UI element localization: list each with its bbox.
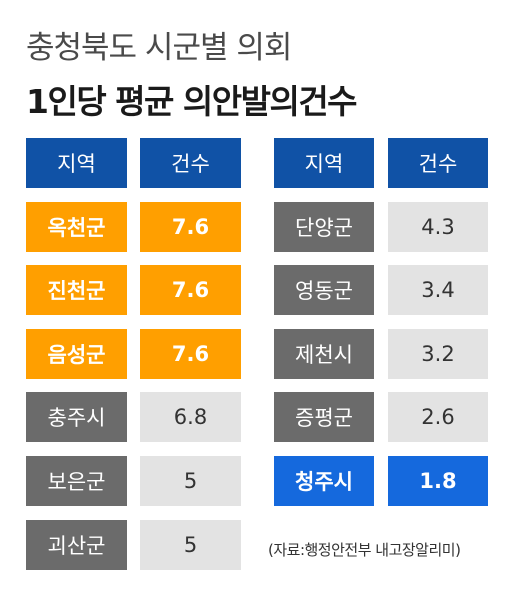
count-cell: 7.6 — [140, 328, 241, 379]
left-table-body: 옥천군 7.6 진천군 7.6 음성군 7.6 충주시 6.8 보은군 5 괴산군 5 — [26, 201, 241, 570]
left-table-row: 진천군 7.6 — [26, 265, 241, 316]
count-cell: 7.6 — [140, 265, 241, 316]
count-cell: 3.2 — [388, 328, 488, 379]
count-cell: 4.3 — [388, 201, 488, 252]
region-cell: 보은군 — [26, 455, 127, 506]
right-header-count: 건수 — [388, 138, 488, 188]
count-cell: 7.6 — [140, 201, 241, 252]
right-table-row: 청주시 1.8 — [274, 455, 488, 506]
left-table-row: 충주시 6.8 — [26, 392, 241, 443]
region-cell: 진천군 — [26, 265, 127, 316]
left-header-count: 건수 — [140, 138, 241, 188]
region-cell: 영동군 — [274, 265, 374, 316]
region-cell: 증평군 — [274, 392, 374, 443]
count-cell: 5 — [140, 519, 241, 570]
right-table-body: 단양군 4.3 영동군 3.4 제천시 3.2 증평군 2.6 청주시 1.8 — [274, 201, 488, 506]
right-table-row: 단양군 4.3 — [274, 201, 488, 252]
left-table-header-row: 지역 건수 — [26, 138, 241, 188]
region-cell: 청주시 — [274, 455, 374, 506]
count-cell: 5 — [140, 455, 241, 506]
right-table: 지역 건수 단양군 4.3 영동군 3.4 제천시 3.2 증평군 2.6 청주시 1.8 — [274, 138, 488, 520]
right-table-header-row: 지역 건수 — [274, 138, 488, 188]
count-cell: 3.4 — [388, 265, 488, 316]
left-table: 지역 건수 옥천군 7.6 진천군 7.6 음성군 7.6 충주시 6.8 보은군 5 괴산군 5 — [26, 138, 241, 583]
left-table-row: 음성군 7.6 — [26, 328, 241, 379]
left-table-row: 옥천군 7.6 — [26, 201, 241, 252]
left-header-region: 지역 — [26, 138, 127, 188]
right-header-region: 지역 — [274, 138, 374, 188]
count-cell: 1.8 — [388, 455, 488, 506]
region-cell: 충주시 — [26, 392, 127, 443]
left-table-row: 보은군 5 — [26, 455, 241, 506]
region-cell: 옥천군 — [26, 201, 127, 252]
count-cell: 6.8 — [140, 392, 241, 443]
chart-title-line2: 1인당 평균 의안발의건수 — [26, 82, 358, 121]
region-cell: 단양군 — [274, 201, 374, 252]
right-table-row: 제천시 3.2 — [274, 328, 488, 379]
count-cell: 2.6 — [388, 392, 488, 443]
right-table-row: 영동군 3.4 — [274, 265, 488, 316]
chart-title-line1: 충청북도 시군별 의회 — [26, 30, 292, 66]
right-table-row: 증평군 2.6 — [274, 392, 488, 443]
region-cell: 음성군 — [26, 328, 127, 379]
source-note: (자료:행정안전부 내고장알리미) — [268, 541, 461, 559]
left-table-row: 괴산군 5 — [26, 519, 241, 570]
region-cell: 괴산군 — [26, 519, 127, 570]
region-cell: 제천시 — [274, 328, 374, 379]
